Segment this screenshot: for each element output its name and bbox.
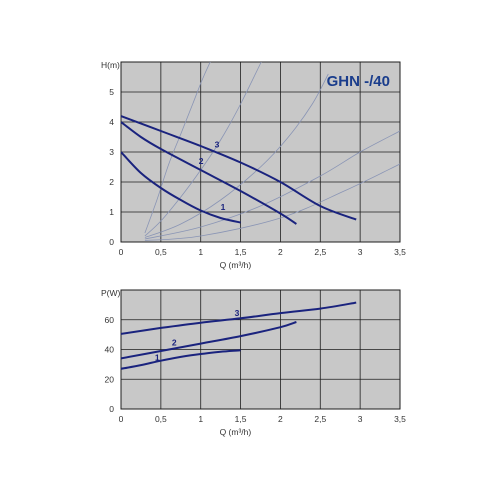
power-curve-1 bbox=[121, 349, 241, 370]
power-plot-border bbox=[120, 289, 401, 410]
power-x-tick-label: 2 bbox=[278, 414, 283, 424]
head-x-tick-label: 2,5 bbox=[314, 247, 326, 257]
power-x-tick-label: 3,5 bbox=[394, 414, 406, 424]
head-y-tick-label: 4 bbox=[109, 117, 114, 127]
head-chart: 1 2 3 0 0,5 1 1,5 2 2,5 3 3,5 0 1 2 3 4 5 H(m) Q (m³/h) GHN… bbox=[101, 60, 406, 270]
head-y-tick-label: 0 bbox=[109, 237, 114, 247]
head-x-tick-label: 3 bbox=[358, 247, 363, 257]
head-x-tick-label: 2 bbox=[278, 247, 283, 257]
power-x-tick-label: 0 bbox=[119, 414, 124, 424]
head-x-axis-label: Q (m³/h) bbox=[220, 260, 252, 270]
head-system-curve-4 bbox=[144, 130, 400, 240]
power-y-axis-label: P(W) bbox=[101, 288, 121, 298]
head-x-tick-label: 1 bbox=[198, 247, 203, 257]
power-x-tick-label: 0,5 bbox=[155, 414, 167, 424]
power-y-tick-label: 20 bbox=[105, 374, 115, 384]
power-curve-3 bbox=[121, 301, 357, 335]
power-curves bbox=[121, 301, 357, 370]
head-y-tick-label: 3 bbox=[109, 147, 114, 157]
power-curve-label-1: 1 bbox=[155, 352, 160, 362]
head-curve-2 bbox=[121, 121, 297, 225]
head-system-curve-5 bbox=[144, 163, 400, 241]
head-x-tick-label: 0,5 bbox=[155, 247, 167, 257]
head-y-tick-label: 5 bbox=[109, 87, 114, 97]
power-x-tick-label: 3 bbox=[358, 414, 363, 424]
head-system-curve-3 bbox=[144, 73, 329, 238]
head-curve-label-3: 3 bbox=[215, 140, 220, 150]
head-chart-title: GHN -/40 bbox=[327, 73, 390, 90]
head-curve-1 bbox=[121, 151, 241, 224]
head-x-tick-label: 3,5 bbox=[394, 247, 406, 257]
power-x-axis-label: Q (m³/h) bbox=[220, 427, 252, 437]
head-y-tick-label: 2 bbox=[109, 177, 114, 187]
power-curve-label-3: 3 bbox=[235, 308, 240, 318]
power-x-tick-label: 1 bbox=[198, 414, 203, 424]
power-curve-label-2: 2 bbox=[172, 338, 177, 348]
power-curve-2 bbox=[121, 321, 297, 360]
head-y-tick-label: 1 bbox=[109, 207, 114, 217]
power-x-tick-label: 1,5 bbox=[235, 414, 247, 424]
power-chart: 1 2 3 0 0,5 1 1,5 2 2,5 3 3,5 0 20 40 60 P(W) Q (m³/h) bbox=[101, 288, 406, 437]
head-curve-3 bbox=[121, 115, 357, 221]
head-curve-label-2: 2 bbox=[199, 156, 204, 166]
head-x-tick-label: 1,5 bbox=[235, 247, 247, 257]
head-curves bbox=[121, 62, 400, 241]
head-x-tick-label: 0 bbox=[119, 247, 124, 257]
head-system-curve-1 bbox=[144, 62, 211, 234]
power-y-tick-label: 60 bbox=[105, 315, 115, 325]
power-y-tick-label: 0 bbox=[109, 404, 114, 414]
power-x-tick-label: 2,5 bbox=[314, 414, 326, 424]
power-y-tick-label: 40 bbox=[105, 345, 115, 355]
head-curve-label-1: 1 bbox=[221, 202, 226, 212]
head-y-axis-label: H(m) bbox=[101, 60, 120, 70]
